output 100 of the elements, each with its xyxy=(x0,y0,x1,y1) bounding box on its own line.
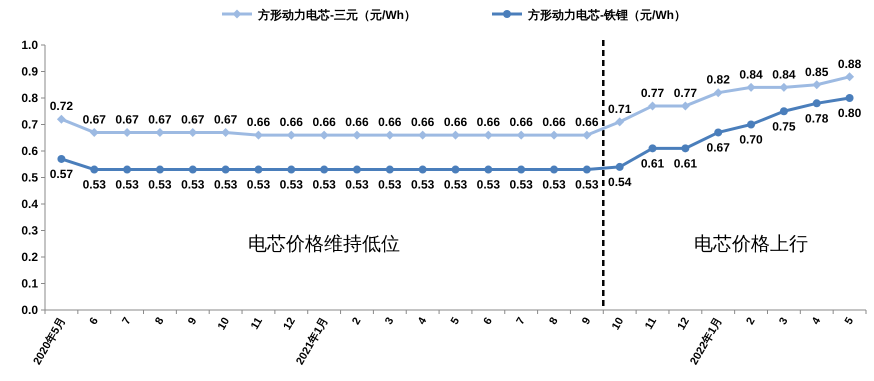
data-label: 0.53 xyxy=(378,178,402,192)
x-tick-label: 10 xyxy=(610,316,626,332)
data-label: 0.66 xyxy=(345,115,369,130)
data-label: 0.66 xyxy=(444,115,468,130)
data-label: 0.53 xyxy=(148,178,172,192)
data-label: 0.66 xyxy=(510,115,534,130)
y-tick-label: 0.0 xyxy=(21,303,38,317)
data-label: 0.61 xyxy=(640,156,665,170)
data-label: 0.61 xyxy=(674,156,698,170)
point xyxy=(550,166,558,174)
x-tick-label: 5 xyxy=(448,316,462,327)
point xyxy=(287,166,296,174)
point xyxy=(517,166,526,174)
data-label: 0.72 xyxy=(50,99,74,114)
data-label: 0.84 xyxy=(772,67,796,82)
y-tick-label: 0.7 xyxy=(21,118,38,132)
data-label: 0.53 xyxy=(280,178,304,192)
point xyxy=(418,166,427,174)
point xyxy=(90,166,98,174)
point xyxy=(714,128,722,136)
x-tick-label: 9 xyxy=(580,316,594,327)
data-label: 0.80 xyxy=(838,106,862,120)
y-tick-label: 0.6 xyxy=(21,144,38,158)
point xyxy=(747,120,756,128)
x-tick-label: 3 xyxy=(777,316,790,327)
point xyxy=(123,166,132,174)
data-label: 0.53 xyxy=(181,178,205,192)
x-tick-label: 10 xyxy=(216,316,232,332)
point xyxy=(188,166,197,174)
point xyxy=(845,72,854,82)
data-label: 0.53 xyxy=(82,178,106,192)
data-label: 0.53 xyxy=(345,178,369,192)
data-label: 0.67 xyxy=(214,112,238,126)
data-label: 0.84 xyxy=(739,67,764,82)
x-tick-label: 8 xyxy=(153,316,167,327)
point xyxy=(386,166,394,174)
data-label: 0.54 xyxy=(608,174,632,189)
data-label: 0.67 xyxy=(82,112,106,126)
point xyxy=(681,144,690,152)
point xyxy=(616,162,624,171)
point xyxy=(452,166,460,174)
point xyxy=(714,88,723,98)
x-tick-label: 7 xyxy=(120,316,134,327)
point xyxy=(582,166,591,174)
y-tick-label: 0.2 xyxy=(21,250,38,264)
data-label: 0.66 xyxy=(410,115,435,130)
x-tick-label: 5 xyxy=(842,316,856,327)
data-label: 0.66 xyxy=(312,115,336,130)
data-label: 0.53 xyxy=(115,178,140,192)
data-label: 0.53 xyxy=(410,178,435,192)
point xyxy=(484,166,492,174)
y-tick-label: 0.3 xyxy=(21,224,38,238)
point xyxy=(780,107,788,116)
x-tick-label: 7 xyxy=(514,316,528,327)
data-label: 0.53 xyxy=(575,178,599,192)
x-tick-label: 2 xyxy=(350,316,364,327)
x-tick-label: 6 xyxy=(481,316,495,327)
y-tick-label: 0.5 xyxy=(21,170,38,184)
y-tick-label: 0.4 xyxy=(21,197,38,211)
x-tick-label: 4 xyxy=(810,314,824,327)
point xyxy=(812,99,821,108)
data-label: 0.71 xyxy=(608,102,632,116)
data-label: 0.53 xyxy=(510,178,534,192)
data-label: 0.66 xyxy=(542,115,566,130)
data-label: 0.67 xyxy=(181,112,205,126)
data-label: 0.53 xyxy=(444,178,468,192)
point xyxy=(56,114,66,124)
point xyxy=(615,117,624,126)
x-tick-label: 12 xyxy=(281,316,298,332)
data-label: 0.53 xyxy=(476,178,500,192)
point xyxy=(451,130,460,140)
x-tick-label: 11 xyxy=(248,316,266,332)
point xyxy=(254,166,262,174)
data-label: 0.82 xyxy=(706,72,730,87)
data-label: 0.88 xyxy=(838,56,862,71)
data-label: 0.53 xyxy=(214,178,238,192)
data-label: 0.70 xyxy=(739,132,764,146)
legend-label: 方形动力电芯-铁锂（元/Wh） xyxy=(527,8,686,22)
point xyxy=(156,166,164,174)
annotation: 电芯价格维持低位 xyxy=(248,233,400,255)
point xyxy=(846,94,854,102)
data-label: 0.77 xyxy=(674,86,698,100)
x-tick-label: 11 xyxy=(642,316,660,332)
data-label: 0.67 xyxy=(148,112,172,126)
data-label: 0.57 xyxy=(50,166,74,181)
x-tick-label: 8 xyxy=(547,316,561,327)
x-tick-label: 4 xyxy=(416,314,430,327)
x-tick-label: 12 xyxy=(675,316,692,332)
x-tick-label: 6 xyxy=(87,316,101,327)
data-label: 0.66 xyxy=(575,115,599,130)
y-tick-label: 0.1 xyxy=(21,276,38,290)
data-label: 0.53 xyxy=(542,178,566,192)
data-label: 0.75 xyxy=(772,119,796,134)
x-tick-label: 3 xyxy=(382,316,396,327)
data-label: 0.85 xyxy=(805,64,829,79)
point xyxy=(320,166,328,174)
data-label: 0.66 xyxy=(246,115,270,130)
legend-label: 方形动力电芯-三元（元/Wh） xyxy=(257,8,416,22)
y-tick-label: 0.8 xyxy=(21,91,38,105)
point xyxy=(222,166,230,174)
